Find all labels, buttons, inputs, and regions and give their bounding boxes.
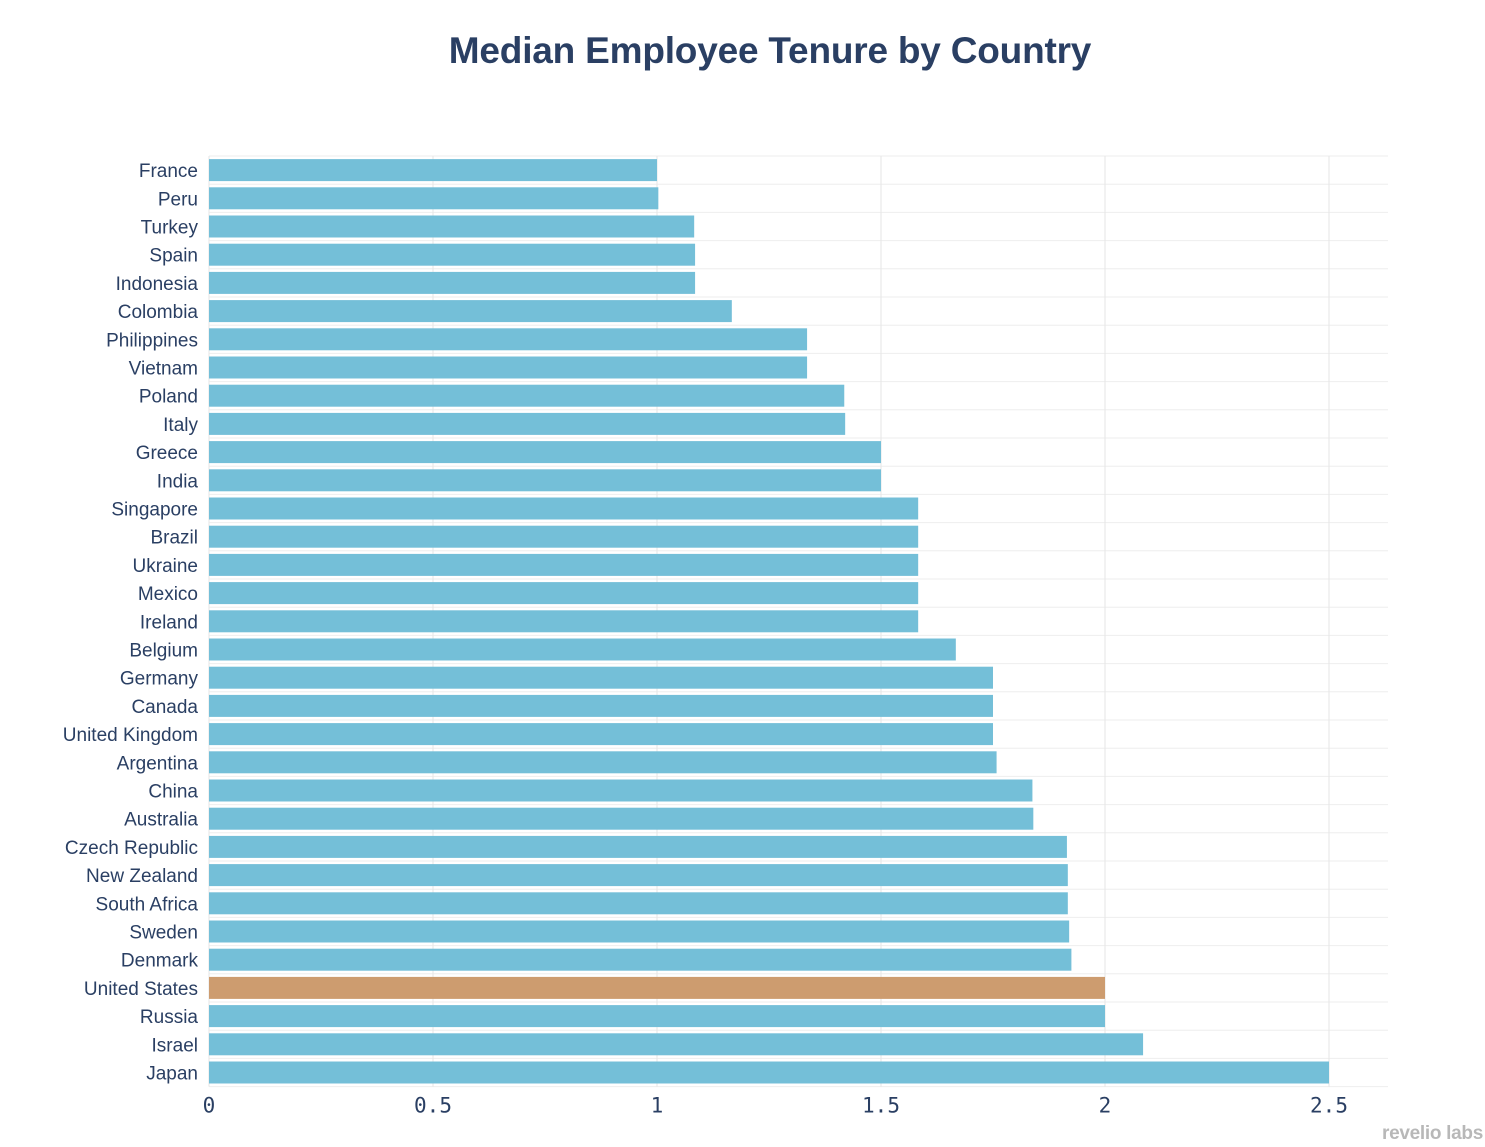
category-label-peru: Peru bbox=[158, 189, 198, 210]
bar-france bbox=[209, 159, 657, 182]
bar-united-kingdom bbox=[209, 723, 993, 746]
category-label-china: China bbox=[148, 782, 198, 803]
bar-mexico bbox=[209, 582, 919, 605]
category-label-ukraine: Ukraine bbox=[133, 556, 198, 577]
category-label-israel: Israel bbox=[152, 1035, 198, 1056]
category-label-france: France bbox=[139, 161, 198, 182]
category-label-italy: Italy bbox=[163, 415, 198, 436]
bar-south-africa bbox=[209, 892, 1068, 915]
category-label-czech-republic: Czech Republic bbox=[65, 838, 198, 859]
category-label-spain: Spain bbox=[149, 246, 198, 267]
category-labels: France Peru Turkey Spain Indonesia Colombia Ph… bbox=[63, 161, 199, 1084]
category-label-mexico: Mexico bbox=[138, 584, 198, 605]
category-label-argentina: Argentina bbox=[117, 753, 199, 774]
bar-argentina bbox=[209, 751, 997, 774]
category-label-united-states: United States bbox=[84, 979, 198, 1000]
bar-philippines bbox=[209, 328, 808, 351]
bar-canada bbox=[209, 694, 993, 717]
category-label-philippines: Philippines bbox=[106, 330, 198, 351]
category-label-new-zealand: New Zealand bbox=[86, 866, 198, 887]
category-label-russia: Russia bbox=[140, 1007, 199, 1028]
category-label-japan: Japan bbox=[146, 1064, 198, 1085]
category-label-canada: Canada bbox=[131, 697, 198, 718]
bar-ireland bbox=[209, 610, 919, 633]
bar-india bbox=[209, 469, 881, 492]
bar-japan bbox=[209, 1061, 1329, 1084]
category-label-indonesia: Indonesia bbox=[116, 274, 199, 295]
bar-czech-republic bbox=[209, 835, 1067, 858]
category-label-south-africa: South Africa bbox=[96, 894, 199, 915]
bar-china bbox=[209, 779, 1033, 802]
category-label-turkey: Turkey bbox=[141, 218, 199, 239]
category-label-ireland: Ireland bbox=[140, 612, 198, 633]
x-tick-label: 2 bbox=[1099, 1094, 1112, 1118]
bar-indonesia bbox=[209, 271, 696, 294]
bar-israel bbox=[209, 1033, 1144, 1056]
bar-greece bbox=[209, 441, 881, 464]
bar-turkey bbox=[209, 215, 695, 238]
category-label-denmark: Denmark bbox=[121, 951, 199, 972]
bar-denmark bbox=[209, 948, 1072, 971]
revelio-labs-logo: revelio labs bbox=[1382, 1123, 1483, 1144]
category-label-vietnam: Vietnam bbox=[129, 359, 198, 380]
bar-ukraine bbox=[209, 553, 919, 576]
bar-poland bbox=[209, 384, 845, 407]
bar-australia bbox=[209, 807, 1034, 830]
category-label-singapore: Singapore bbox=[111, 500, 198, 521]
x-axis-ticks: 0 0.5 1 1.5 2 2.5 bbox=[203, 1094, 1348, 1118]
category-label-germany: Germany bbox=[120, 669, 199, 690]
category-label-poland: Poland bbox=[139, 387, 198, 408]
category-label-india: India bbox=[157, 471, 199, 492]
bar-vietnam bbox=[209, 356, 808, 379]
x-tick-label: 1.5 bbox=[862, 1094, 900, 1118]
bar-singapore bbox=[209, 497, 919, 520]
x-tick-label: 2.5 bbox=[1310, 1094, 1348, 1118]
bar-peru bbox=[209, 187, 659, 210]
bar-russia bbox=[209, 1005, 1105, 1028]
bar-brazil bbox=[209, 525, 919, 548]
category-label-belgium: Belgium bbox=[129, 641, 198, 662]
chart-title: Median Employee Tenure by Country bbox=[448, 30, 1092, 71]
bar-germany bbox=[209, 666, 993, 689]
bar-sweden bbox=[209, 920, 1070, 943]
category-label-brazil: Brazil bbox=[150, 528, 198, 549]
bars bbox=[209, 159, 1329, 1084]
category-label-colombia: Colombia bbox=[118, 302, 199, 323]
x-tick-label: 0 bbox=[203, 1094, 216, 1118]
bar-united-states bbox=[209, 976, 1105, 999]
bar-belgium bbox=[209, 638, 956, 661]
category-label-australia: Australia bbox=[124, 810, 198, 831]
category-label-sweden: Sweden bbox=[129, 923, 198, 944]
bar-spain bbox=[209, 243, 696, 266]
x-tick-label: 0.5 bbox=[414, 1094, 452, 1118]
bar-italy bbox=[209, 412, 846, 435]
bar-new-zealand bbox=[209, 864, 1068, 887]
x-tick-label: 1 bbox=[651, 1094, 664, 1118]
bar-colombia bbox=[209, 300, 732, 323]
category-label-greece: Greece bbox=[136, 443, 198, 464]
category-label-united-kingdom: United Kingdom bbox=[63, 725, 198, 746]
